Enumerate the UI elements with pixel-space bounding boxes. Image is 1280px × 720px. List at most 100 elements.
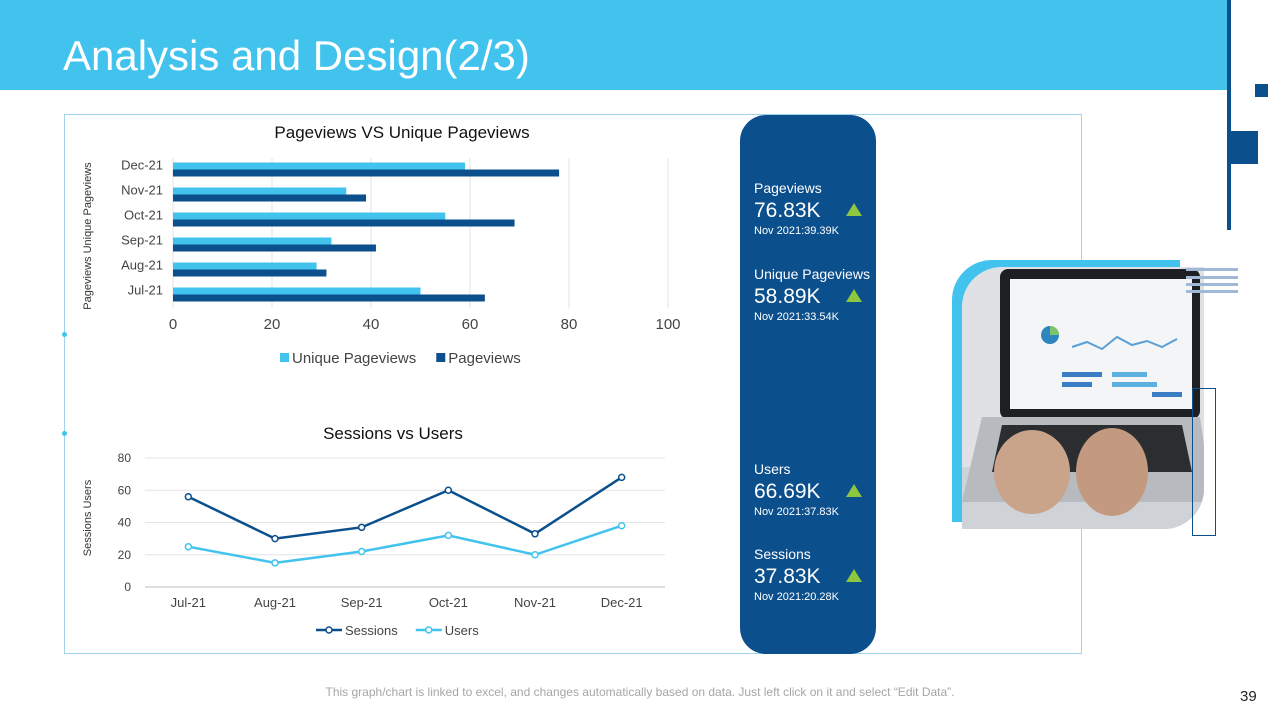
data-point-sessions — [617, 473, 626, 482]
kpi-sub: Nov 2021:37.83K — [754, 506, 840, 518]
data-point-users — [444, 531, 453, 540]
legend-swatch — [436, 353, 446, 362]
data-point-sessions — [271, 534, 279, 543]
legend-marker — [425, 626, 433, 634]
y-tick-label: Jul-21 — [128, 283, 163, 298]
y-tick-label: Sep-21 — [121, 233, 163, 248]
data-point-users — [271, 559, 279, 567]
x-tick-label: Sep-21 — [341, 595, 383, 610]
data-point-sessions — [357, 523, 366, 532]
x-tick-label: 60 — [462, 316, 479, 333]
data-point-users — [617, 521, 626, 530]
data-point-sessions — [531, 530, 539, 538]
bar-pageviews — [173, 244, 376, 252]
y-tick-label: 0 — [124, 580, 131, 594]
x-tick-label: 100 — [655, 316, 680, 333]
y-tick-label: Oct-21 — [124, 208, 163, 223]
bar-pageviews — [173, 194, 367, 202]
kpi-label: Sessions — [754, 546, 811, 562]
sessions-users-line-chart: Sessions vs Users Sessions Users 0 20 40 60 80… — [82, 424, 665, 638]
kpi-panel: Pageviews 76.83K Nov 2021:39.39K Unique … — [740, 115, 876, 654]
decor-square-small — [1255, 84, 1268, 97]
y-axis-label: Sessions Users — [82, 479, 94, 556]
decor-line — [1186, 290, 1238, 293]
decor-dot — [62, 332, 67, 337]
bar-pageviews — [173, 294, 485, 302]
decor-line — [1186, 283, 1238, 286]
kpi-value: 66.69K — [754, 480, 821, 503]
legend-label: Users — [445, 623, 479, 638]
series-line-users — [188, 524, 623, 565]
legend-label: Unique Pageviews — [292, 350, 416, 367]
pageviews-bar-chart: Pageviews VS Unique Pageviews Pageviews U… — [82, 123, 681, 367]
kpi-label: Users — [754, 461, 791, 477]
up-triangle-icon — [846, 289, 862, 302]
decor-vertical-bar — [1227, 0, 1231, 230]
footer-note: This graph/chart is linked to excel, and… — [325, 685, 955, 699]
decor-square-large — [1230, 131, 1258, 164]
data-point-users — [357, 547, 366, 556]
bar-pageviews — [173, 269, 327, 277]
decor-line — [1186, 276, 1238, 279]
legend-marker — [325, 626, 333, 634]
kpi-value: 76.83K — [754, 199, 821, 222]
laptop-illustration-icon — [962, 267, 1204, 529]
x-tick-label: Jul-21 — [171, 595, 206, 610]
y-tick-label: 20 — [118, 548, 132, 562]
decor-dot — [62, 431, 67, 436]
bar-unique-pageviews — [173, 187, 347, 195]
bar-unique-pageviews — [173, 162, 466, 170]
kpi-sub: Nov 2021:33.54K — [754, 311, 840, 323]
chart-title: Pageviews VS Unique Pageviews — [274, 123, 529, 142]
kpi-users: Users 66.69K Nov 2021:37.83K — [754, 461, 880, 520]
bar-unique-pageviews — [173, 237, 332, 245]
data-point-users — [184, 542, 193, 551]
kpi-sessions: Sessions 37.83K Nov 2021:20.28K — [754, 546, 880, 605]
data-point-sessions — [184, 492, 193, 501]
x-tick-label: Dec-21 — [601, 595, 643, 610]
bar-unique-pageviews — [173, 287, 421, 295]
kpi-label: Pageviews — [754, 180, 822, 196]
y-tick-label: Aug-21 — [121, 258, 163, 273]
bar-unique-pageviews — [173, 212, 446, 220]
y-tick-label: Nov-21 — [121, 183, 163, 198]
decor-outline-rect — [1192, 388, 1216, 536]
kpi-label: Unique Pageviews — [754, 266, 870, 282]
x-tick-label: 0 — [169, 316, 177, 333]
title-bar: Analysis and Design(2/3) — [0, 0, 1228, 90]
x-tick-label: Oct-21 — [429, 595, 468, 610]
kpi-value: 58.89K — [754, 285, 821, 308]
legend-swatch — [280, 353, 289, 362]
legend-label: Pageviews — [448, 350, 521, 367]
data-point-sessions — [444, 486, 453, 494]
up-triangle-icon — [846, 203, 862, 216]
kpi-value: 37.83K — [754, 565, 821, 588]
x-tick-label: Aug-21 — [254, 595, 296, 610]
up-triangle-icon — [846, 484, 862, 497]
y-tick-label: 40 — [118, 516, 132, 530]
page-number: 39 — [1240, 688, 1257, 705]
kpi-sub: Nov 2021:39.39K — [754, 225, 840, 237]
x-tick-label: Nov-21 — [514, 595, 556, 610]
kpi-unique-pageviews: Unique Pageviews 58.89K Nov 2021:33.54K — [754, 266, 880, 325]
y-tick-label: 60 — [118, 483, 132, 497]
bar-pageviews — [173, 169, 560, 177]
x-tick-label: 80 — [561, 316, 578, 333]
x-tick-label: 40 — [363, 316, 380, 333]
kpi-pageviews: Pageviews 76.83K Nov 2021:39.39K — [754, 180, 880, 239]
data-point-users — [531, 551, 539, 559]
chart-title: Sessions vs Users — [323, 424, 463, 443]
y-tick-label: 80 — [118, 451, 132, 465]
x-tick-label: 20 — [264, 316, 281, 333]
bar-unique-pageviews — [173, 262, 317, 270]
legend-label: Sessions — [345, 623, 398, 638]
decor-line — [1186, 268, 1238, 271]
bar-pageviews — [173, 219, 515, 227]
laptop-photo — [962, 267, 1204, 529]
y-tick-label: Dec-21 — [121, 158, 163, 173]
kpi-sub: Nov 2021:20.28K — [754, 591, 840, 603]
series-line-sessions — [187, 476, 623, 540]
up-triangle-icon — [846, 569, 862, 582]
page-title: Analysis and Design(2/3) — [63, 32, 530, 79]
y-axis-label: Pageviews Unique Pageviews — [82, 162, 94, 310]
